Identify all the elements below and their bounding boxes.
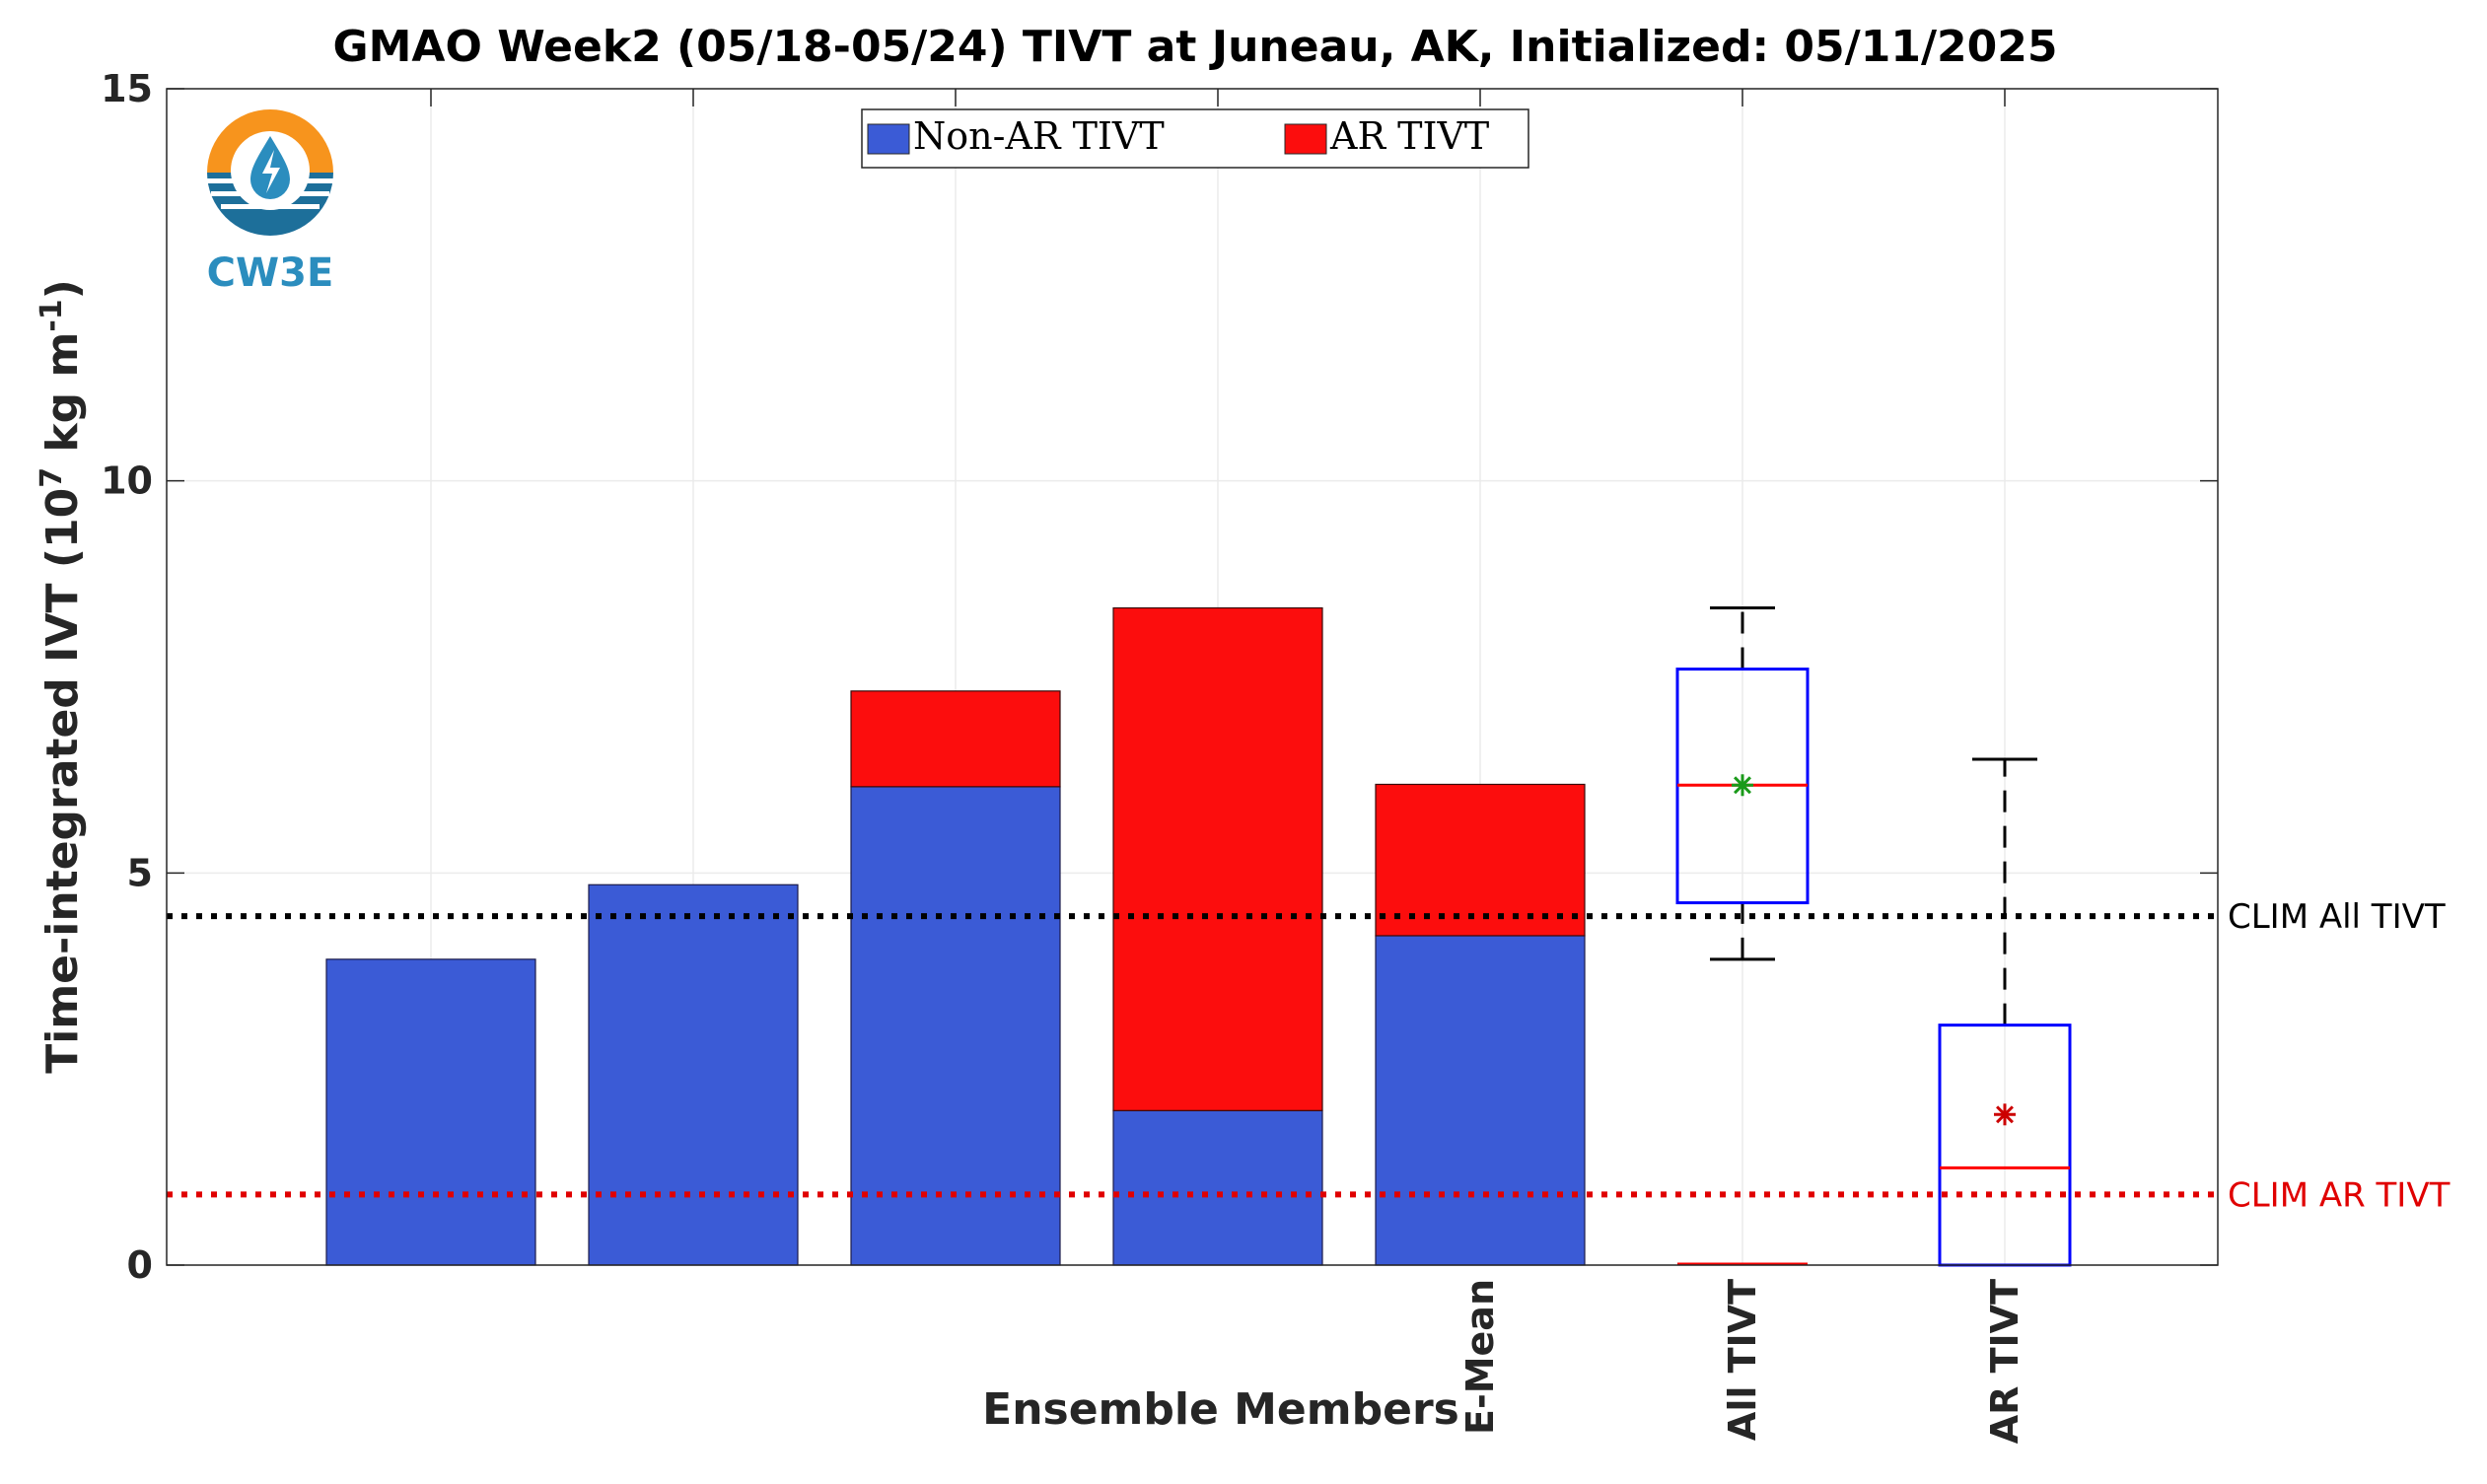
y-tick-label: 5 — [127, 851, 153, 894]
bar-ar — [1375, 783, 1586, 937]
box-mean-marker — [1732, 774, 1753, 797]
logo-text: CW3E — [207, 250, 334, 296]
cw3e-logo: CW3E — [207, 109, 334, 296]
y-tick-label: 0 — [127, 1243, 153, 1287]
chart-title: GMAO Week2 (05/18-05/24) TIVT at Juneau,… — [333, 22, 2058, 72]
x-tick-label: E-Mean — [1458, 1279, 1502, 1435]
bar-ar — [850, 690, 1061, 788]
bar-non-ar — [588, 883, 799, 1266]
bar-non-ar — [1112, 1109, 1323, 1266]
x-axis-label: Ensemble Members — [982, 1384, 1459, 1435]
bars — [325, 606, 1586, 1266]
y-axis-label: Time-integrated IVT (107 kg m-1) — [35, 279, 88, 1074]
x-tick-label: All TIVT — [1721, 1279, 1764, 1441]
legend: Non-AR TIVT AR TIVT — [861, 108, 1529, 169]
boxplots — [1675, 606, 2072, 1267]
reference-line-label: CLIM AR TIVT — [2228, 1175, 2451, 1215]
x-tick-label: AR TIVT — [1983, 1279, 2026, 1444]
bar-non-ar — [850, 786, 1061, 1266]
legend-box — [861, 108, 1529, 169]
bar-ar — [1112, 606, 1323, 1111]
legend-label-ar: AR TIVT — [1329, 114, 1489, 158]
lightning-icon — [262, 150, 280, 193]
x-tick-labels: E-Mean All TIVT AR TIVT — [430, 89, 2026, 1444]
legend-label-non-ar: Non-AR TIVT — [913, 114, 1165, 158]
reference-lines: CLIM All TIVT CLIM AR TIVT — [167, 897, 2451, 1215]
y-tick-labels: 0 5 10 15 — [101, 67, 2218, 1287]
bar-non-ar — [325, 958, 536, 1266]
legend-swatch-non-ar — [867, 123, 910, 155]
y-tick-label: 15 — [101, 67, 153, 110]
plot-frame — [166, 88, 2219, 1266]
y-tick-label: 10 — [101, 459, 153, 503]
reference-line-label: CLIM All TIVT — [2228, 897, 2446, 937]
legend-swatch-ar — [1284, 123, 1327, 155]
box-mean-marker — [1994, 1103, 2016, 1126]
bar-non-ar — [1375, 935, 1586, 1266]
